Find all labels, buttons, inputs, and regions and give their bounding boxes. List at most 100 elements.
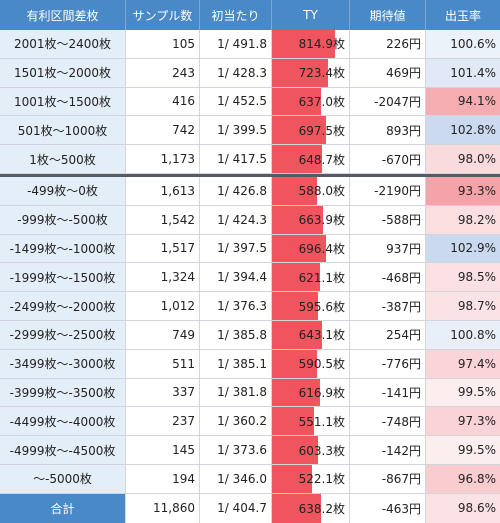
range-value: -999枚～-500枚 [17,213,108,228]
payout-rate-cell: 99.5% [426,436,500,465]
payout-rate-value: 97.4% [457,356,496,371]
samples-cell: 1,012 [126,292,200,321]
payout-rate-cell: 98.6% [426,493,500,523]
ty-bar [272,116,326,145]
range-cell: -3499枚～-3000枚 [0,349,126,379]
table-row: -499枚～0枚 1,613 1/ 426.8 588.0枚 -2190円 93.3% [0,177,500,206]
range-value: -2499枚～-2000枚 [9,299,116,314]
first-hit-cell: 1/ 385.8 [200,321,272,350]
range-cell: -2999枚～-2500枚 [0,321,126,350]
first-hit-cell: 1/ 397.5 [200,234,272,264]
header-ty[interactable]: TY [272,0,350,30]
expected-value-value: -776円 [381,357,421,372]
expected-value-value: -670円 [381,152,421,167]
header-range[interactable]: 有利区間差枚 [0,0,126,30]
first-hit-cell: 1/ 360.2 [200,407,272,437]
range-cell: ～-5000枚 [0,465,126,494]
range-cell: 1501枚～2000枚 [0,58,126,88]
table-row: -3999枚～-3500枚 337 1/ 381.8 616.9枚 -141円 99.5% [0,378,500,408]
ty-cell: 663.9枚 [272,205,350,235]
total-row: 合計 11,860 1/ 404.7 638.2枚 -463円 98.6% [0,493,500,523]
samples-cell: 1,542 [126,205,200,235]
header-first-hit[interactable]: 初当たり [200,0,272,30]
expected-value-cell: 469円 [350,58,426,88]
payout-rate-value: 101.4% [450,65,496,80]
range-value: 1001枚～1500枚 [13,94,112,109]
ty-value: 616.9枚 [298,385,345,400]
first-hit-cell: 1/ 373.6 [200,436,272,465]
samples-cell: 237 [126,407,200,437]
ty-value: 643.1枚 [298,328,345,343]
first-hit-cell: 1/ 394.4 [200,263,272,293]
samples-cell: 1,173 [126,145,200,174]
ty-value: 590.5枚 [298,357,345,372]
payout-rate-value: 102.9% [450,241,496,256]
payout-rate-value: 99.5% [457,443,496,458]
first-hit-cell: 1/ 346.0 [200,465,272,494]
payout-rate-cell: 98.0% [426,145,500,174]
expected-value-value: -468円 [381,270,421,285]
range-cell: 1001枚～1500枚 [0,87,126,117]
samples-cell: 742 [126,116,200,146]
ty-cell: 696.4枚 [272,234,350,264]
ty-value: 621.1枚 [298,270,345,285]
header-samples[interactable]: サンプル数 [126,0,200,30]
ty-cell: 697.5枚 [272,116,350,146]
ty-bar [272,321,322,349]
expected-value-cell: -142円 [350,436,426,465]
ty-cell: 522.1枚 [272,465,350,494]
payout-rate-cell: 97.4% [426,349,500,379]
expected-value-cell: -463円 [350,493,426,523]
range-value: -499枚～0枚 [27,184,98,199]
samples-value: 243 [172,65,195,80]
range-value: 1枚～500枚 [29,152,96,167]
header-payout-rate[interactable]: 出玉率 [426,0,500,30]
samples-value: 1,324 [160,270,195,285]
first-hit-value: 1/ 424.3 [217,212,267,227]
payout-rate-cell: 98.5% [426,263,500,293]
first-hit-value: 1/ 452.5 [217,94,267,109]
expected-value-cell: 254円 [350,321,426,350]
table-row: 501枚～1000枚 742 1/ 399.5 697.5枚 893円 102.8% [0,116,500,146]
samples-value: 1,173 [160,152,195,167]
samples-value: 337 [172,385,195,400]
ty-value: 551.1枚 [298,414,345,429]
payout-rate-value: 98.2% [457,212,496,227]
payout-rate-cell: 93.3% [426,177,500,206]
range-cell: -1499枚～-1000枚 [0,234,126,264]
first-hit-cell: 1/ 404.7 [200,493,272,523]
ty-bar [272,349,318,378]
range-value: -1499枚～-1000枚 [9,241,116,256]
samples-value: 742 [172,123,195,138]
expected-value-value: 254円 [386,328,421,343]
table-row: -1999枚～-1500枚 1,324 1/ 394.4 621.1枚 -468円 98.… [0,263,500,293]
first-hit-cell: 1/ 424.3 [200,205,272,235]
ty-value: 522.1枚 [298,472,345,487]
header-expected-value[interactable]: 期待値 [350,0,426,30]
samples-cell: 11,860 [126,493,200,523]
range-cell: 合計 [0,493,126,523]
expected-value-cell: -588円 [350,205,426,235]
ty-cell: 723.4枚 [272,58,350,88]
first-hit-cell: 1/ 417.5 [200,145,272,174]
expected-value-cell: 937円 [350,234,426,264]
first-hit-value: 1/ 417.5 [217,152,267,167]
payout-rate-value: 98.0% [457,152,496,167]
ty-cell: 590.5枚 [272,349,350,379]
ty-value: 638.2枚 [298,501,345,516]
expected-value-cell: -2047円 [350,87,426,117]
samples-cell: 145 [126,436,200,465]
first-hit-cell: 1/ 399.5 [200,116,272,146]
ty-cell: 643.1枚 [272,321,350,350]
expected-value-cell: -867円 [350,465,426,494]
first-hit-cell: 1/ 491.8 [200,30,272,59]
ty-cell: 595.6枚 [272,292,350,321]
first-hit-value: 1/ 373.6 [217,443,267,458]
payout-rate-value: 94.1% [457,94,496,109]
expected-value-cell: -776円 [350,349,426,379]
expected-value-value: 937円 [386,241,421,256]
table-row: -4499枚～-4000枚 237 1/ 360.2 551.1枚 -748円 97.3% [0,407,500,437]
range-value: 合計 [50,501,75,516]
first-hit-cell: 1/ 428.3 [200,58,272,88]
